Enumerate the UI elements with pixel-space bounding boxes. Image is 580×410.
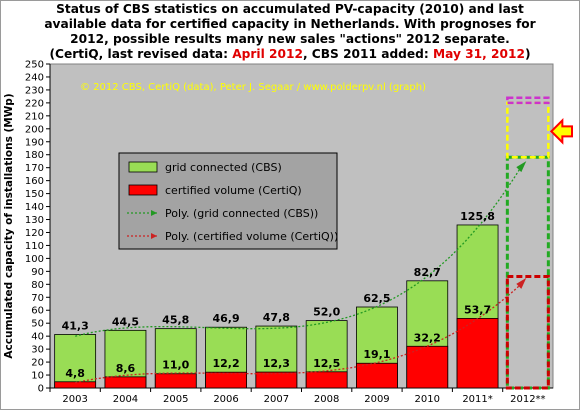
title-mid: , CBS 2011 added:: [302, 47, 434, 61]
value-label-grid-connected: 44,5: [112, 315, 139, 328]
y-tick-label: 100: [25, 254, 44, 265]
value-label-certified: 53,7: [464, 303, 491, 316]
value-label-certified: 4,8: [65, 367, 85, 380]
y-tick-label: 250: [25, 60, 44, 71]
prognosis-box-top: [506, 96, 550, 105]
value-label-certified: 8,6: [116, 362, 136, 375]
y-tick-label: 60: [31, 306, 44, 317]
x-tick-label: 2005: [163, 394, 188, 405]
y-tick-label: 90: [31, 267, 44, 278]
value-label-certified: 19,1: [363, 348, 390, 361]
value-label-grid-connected: 125,8: [460, 210, 495, 223]
x-tick-label: 2010: [415, 394, 440, 405]
bar-certified: [406, 345, 449, 389]
bar-certified: [154, 373, 197, 389]
x-tick-label: 2012**: [510, 394, 545, 405]
value-label-certified: 32,2: [414, 331, 441, 344]
value-label-grid-connected: 62,5: [363, 292, 390, 305]
y-tick-label: 130: [25, 215, 44, 226]
y-tick-label: 40: [31, 332, 44, 343]
bar-grid-connected: [54, 334, 97, 389]
x-tick-label: 2004: [113, 394, 138, 405]
x-tick-label: 2009: [364, 394, 389, 405]
y-tick-label: 240: [25, 72, 44, 83]
y-tick-label: 150: [25, 189, 44, 200]
title-prefix: (CertiQ, last revised data:: [49, 47, 233, 61]
prognosis-box-certified: [505, 275, 550, 390]
chart-title-line-4: (CertiQ, last revised data: April 2012, …: [0, 47, 580, 61]
cbs-added-date: May 31, 2012: [433, 47, 525, 61]
y-tick-label: 70: [31, 293, 44, 304]
trend-line-certified-arrowhead: [516, 277, 527, 289]
x-tick-label: 2011*: [462, 394, 492, 405]
legend-item-trend-grid-connected-label: Poly. (grid connected (CBS)): [165, 207, 318, 220]
chart-title-line-2: available data for certified capacity in…: [44, 17, 536, 31]
trend-line-certified: [75, 284, 521, 384]
y-tick-label: 170: [25, 163, 44, 174]
chart-title-line-3: 2012, possible results many new sales "a…: [70, 32, 510, 46]
bar-certified: [54, 381, 97, 389]
legend-item-trend-certified-label: Poly. (certified volume (CertiQ)): [165, 230, 338, 243]
x-tick-label: 2007: [264, 394, 289, 405]
legend-item-grid-connected-swatch: [128, 161, 158, 173]
y-tick-label: 10: [31, 371, 44, 382]
y-tick-label: 20: [31, 358, 44, 369]
y-tick-label: 230: [25, 85, 44, 96]
value-label-grid-connected: 82,7: [414, 266, 441, 279]
value-label-grid-connected: 47,8: [263, 311, 290, 324]
value-label-grid-connected: 45,8: [162, 314, 189, 327]
trend-line-grid-connected-arrowhead: [516, 161, 527, 173]
value-label-certified: 12,2: [212, 357, 239, 370]
value-label-grid-connected: 46,9: [212, 312, 239, 325]
y-tick-label: 160: [25, 176, 44, 187]
bar-certified: [255, 371, 298, 389]
trend-line-grid-connected: [75, 167, 521, 337]
bar-certified: [356, 362, 398, 389]
x-tick-label: 2003: [62, 394, 87, 405]
legend-item-certified-swatch: [128, 184, 158, 196]
y-tick-label: 200: [25, 124, 44, 135]
y-tick-label: 180: [25, 150, 44, 161]
x-tick-label: 2006: [213, 394, 238, 405]
legend-item-trend-certified-arrow-icon: [151, 233, 157, 239]
bar-certified: [104, 376, 147, 389]
value-label-grid-connected: 41,3: [62, 319, 89, 332]
bar-certified: [305, 371, 348, 389]
x-tick-label: 2008: [314, 394, 339, 405]
graph-credit: © 2012 CBS, CertiQ (data), Peter J. Sega…: [80, 82, 426, 93]
y-tick-label: 50: [31, 319, 44, 330]
value-label-certified: 11,0: [162, 359, 189, 372]
certiq-revised-date: April 2012: [232, 47, 303, 61]
value-label-certified: 12,5: [313, 357, 340, 370]
bar-certified: [205, 371, 247, 389]
legend-item-grid-connected-label: grid connected (CBS): [165, 161, 282, 174]
bar-certified: [456, 318, 499, 389]
legend-item-certified-label: certified volume (CertiQ): [165, 184, 302, 197]
value-label-grid-connected: 52,0: [313, 306, 340, 319]
chart-title-line-1: Status of CBS statistics on accumulated …: [56, 2, 524, 16]
y-tick-label: 210: [25, 111, 44, 122]
title-suffix: ): [524, 47, 531, 61]
y-tick-label: 30: [31, 345, 44, 356]
y-tick-label: 190: [25, 137, 44, 148]
y-tick-label: 220: [25, 98, 44, 109]
y-tick-label: 0: [38, 384, 44, 395]
value-label-certified: 12,3: [263, 357, 290, 370]
y-tick-label: 140: [25, 202, 44, 213]
y-tick-label: 110: [25, 241, 44, 252]
y-axis-label: Accumulated capacity of installations (M…: [3, 93, 15, 358]
legend-item-trend-grid-connected-arrow-icon: [151, 210, 157, 216]
y-tick-label: 80: [31, 280, 44, 291]
arrow-pointer-icon: [549, 117, 573, 145]
y-tick-label: 120: [25, 228, 44, 239]
